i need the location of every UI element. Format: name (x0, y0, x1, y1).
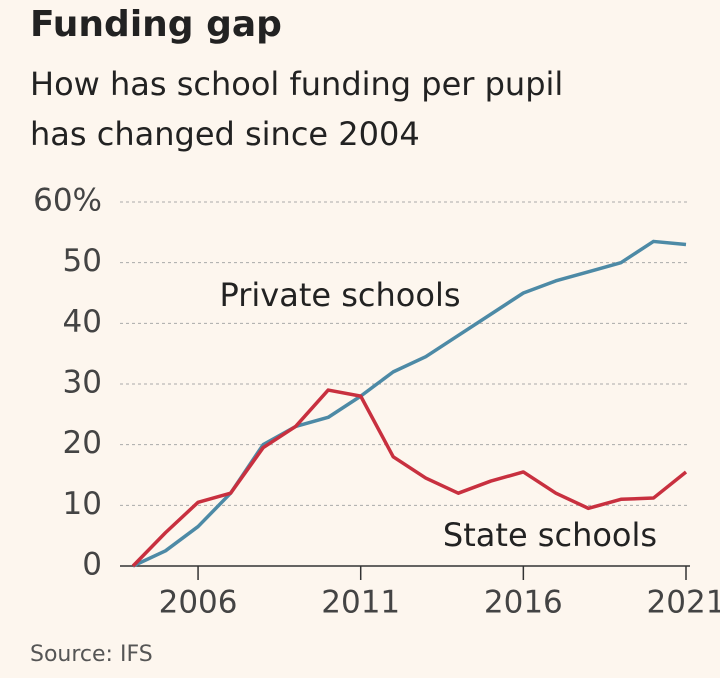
y-tick-label: 0 (82, 547, 102, 583)
y-tick-label: 40 (63, 304, 102, 340)
y-tick-label: 30 (63, 365, 102, 401)
chart-title: Funding gap (30, 4, 282, 45)
series-line (131, 388, 688, 568)
y-tick-label: 60% (33, 183, 102, 219)
x-tick-label: 2016 (484, 585, 563, 621)
x-tick-label: 2021 (647, 585, 720, 621)
y-tick-label: 50 (63, 243, 102, 279)
x-tick-label: 2011 (321, 585, 400, 621)
y-tick-label: 10 (63, 486, 102, 522)
y-tick-label: 20 (63, 425, 102, 461)
series-label: State schools (443, 516, 657, 554)
x-tick-label: 2006 (159, 585, 238, 621)
series-line (132, 239, 687, 568)
chart-subtitle: How has school funding per pupil (30, 65, 563, 103)
chart-subtitle: has changed since 2004 (30, 115, 420, 153)
series-label: Private schools (220, 276, 461, 314)
source: Source: IFS (30, 642, 153, 667)
